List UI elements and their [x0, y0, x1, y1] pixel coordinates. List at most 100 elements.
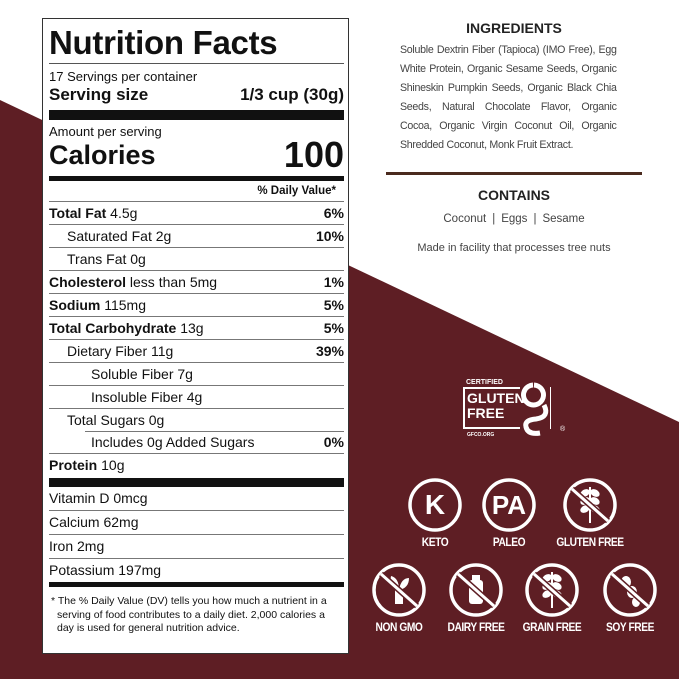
allergen-item: Coconut [443, 213, 487, 225]
serving-size-value: 1/3 cup (30g) [240, 85, 344, 104]
nutrient-amount: Saturated Fat 2g [67, 228, 172, 244]
thick-divider [49, 478, 344, 487]
nutrient-label: Dietary Fiber 11g [49, 340, 173, 362]
badge-label: KETO [421, 535, 449, 549]
amount-per-serving: Amount per serving [49, 124, 162, 139]
medium-divider [49, 176, 344, 181]
svg-text:®: ® [560, 425, 566, 433]
keto-icon: K [408, 478, 462, 532]
nutrient-label: Protein 10g [49, 454, 124, 476]
nutrient-amount: Insoluble Fiber 4g [91, 389, 203, 405]
divider [49, 63, 344, 64]
sprout-crossed-badge: NON GMO [359, 562, 439, 634]
daily-value: 6% [323, 205, 344, 221]
footnote: * The % Daily Value (DV) tells you how m… [51, 595, 327, 634]
cert-line1: GLUTEN [467, 390, 525, 406]
badge-label: PALEO [492, 535, 526, 549]
nutrient-name: Total Fat [49, 205, 107, 221]
section-divider [386, 172, 642, 175]
wheat-crossed-icon [563, 478, 617, 532]
grain-crossed-icon [525, 563, 579, 617]
badge-label: GRAIN FREE [522, 620, 582, 634]
daily-value: 0% [323, 434, 344, 450]
soybean-crossed-icon [603, 563, 657, 617]
badge-label: GLUTEN FREE [556, 535, 624, 549]
calories-label: Calories [49, 140, 156, 170]
daily-value: 5% [323, 297, 344, 313]
nutrition-facts-label: Nutrition Facts 17 Servings per containe… [42, 18, 349, 654]
badge-glyph: PA [492, 490, 526, 520]
facility-note: Made in facility that processes tree nut… [417, 242, 611, 254]
nutrient-amount: Includes 0g Added Sugars [91, 434, 255, 450]
badge-glyph: K [425, 489, 445, 520]
nutrient-rows: Total Fat 4.5g 6% Saturated Fat 2g 10% Trans… [49, 201, 344, 476]
nutrient-label: Insoluble Fiber 4g [49, 386, 202, 408]
serving-size-label: Serving size [49, 85, 149, 104]
thick-divider [49, 110, 344, 120]
certified-gluten-free-badge: ® CERTIFIED GLUTEN FREE GFCO.ORG [462, 375, 567, 443]
contains-heading: CONTAINS [477, 187, 551, 203]
keto-badge: K KETO [395, 477, 475, 549]
allergen-list: Coconut | Eggs | Sesame [443, 213, 585, 225]
nutrient-amount: 10g [97, 457, 125, 473]
nutrient-amount: 4.5g [106, 205, 138, 221]
nutrient-row: Protein 10g [49, 453, 344, 476]
daily-value-header: % Daily Value* [257, 185, 336, 197]
milk-bottle-crossed-badge: DAIRY FREE [436, 562, 516, 634]
calories-value: 100 [283, 134, 344, 175]
milk-bottle-crossed-icon [449, 563, 503, 617]
calories-row: Calories 100 [49, 134, 344, 175]
badge-label: NON GMO [375, 620, 423, 634]
nutrient-label: Total Carbohydrate 13g [49, 317, 204, 339]
paleo-icon: PA [482, 478, 536, 532]
badge-label: DAIRY FREE [447, 620, 505, 634]
nutrient-row: Sodium 115mg 5% [49, 293, 344, 316]
daily-value: 39% [315, 343, 344, 359]
nutrient-row: Insoluble Fiber 4g [49, 385, 344, 408]
sprout-crossed-icon [372, 563, 426, 617]
nutrient-name: Sodium [49, 297, 101, 313]
nutrient-amount: 13g [176, 320, 204, 336]
nutrient-amount: Soluble Fiber 7g [91, 366, 193, 382]
cert-line2: FREE [467, 405, 505, 421]
nutrient-amount: less than 5mg [126, 274, 218, 290]
nutrient-label: Saturated Fat 2g [49, 225, 171, 247]
cert-site: GFCO.ORG [467, 432, 495, 438]
nutrient-row: Saturated Fat 2g 10% [49, 224, 344, 247]
nutrient-amount: Trans Fat 0g [67, 251, 146, 267]
nutrient-label: Sodium 115mg [49, 294, 146, 316]
badge-label: SOY FREE [606, 620, 654, 634]
nutrient-amount: 115mg [100, 297, 147, 313]
paleo-badge: PA PALEO [469, 477, 549, 549]
medium-divider [49, 582, 344, 587]
nutrient-row: Cholesterol less than 5mg 1% [49, 270, 344, 293]
nutrient-row: Trans Fat 0g [49, 247, 344, 270]
daily-value: 1% [323, 274, 344, 290]
nutrient-row: Total Fat 4.5g 6% [49, 201, 344, 224]
nutrient-row: Dietary Fiber 11g 39% [49, 339, 344, 362]
nutrient-name: Total Carbohydrate [49, 320, 177, 336]
nutrient-row: Total Carbohydrate 13g 5% [49, 316, 344, 339]
cert-top: CERTIFIED [466, 379, 503, 386]
allergen-item: Eggs [501, 213, 528, 225]
wheat-crossed-badge: GLUTEN FREE [550, 477, 630, 549]
nutrient-label: Total Sugars 0g [49, 409, 164, 431]
nutrient-label: Soluble Fiber 7g [49, 363, 193, 385]
daily-value: 5% [323, 320, 344, 336]
nutrient-amount: Total Sugars 0g [67, 412, 165, 428]
nutrient-row: Includes 0g Added Sugars 0% [49, 431, 344, 453]
nutrient-name: Cholesterol [49, 274, 127, 290]
grain-crossed-badge: GRAIN FREE [512, 562, 592, 634]
nutrient-label: Trans Fat 0g [49, 248, 146, 270]
nutrient-label: Total Fat 4.5g [49, 202, 137, 224]
nutrient-name: Protein [49, 457, 98, 473]
nutrient-label: Cholesterol less than 5mg [49, 271, 217, 293]
vitamin-row: Vitamin D 0mcg [49, 490, 148, 506]
gfco-g-logo-icon: ® [463, 379, 566, 436]
vitamin-row: Potassium 197mg [49, 558, 344, 582]
nutrient-amount: Dietary Fiber 11g [67, 343, 174, 359]
daily-value: 10% [315, 228, 344, 244]
nutrient-label: Includes 0g Added Sugars [49, 431, 254, 453]
soybean-crossed-badge: SOY FREE [590, 562, 670, 634]
ingredients-text: Soluble Dextrin Fiber (Tapioca) (IMO Fre… [400, 44, 617, 151]
